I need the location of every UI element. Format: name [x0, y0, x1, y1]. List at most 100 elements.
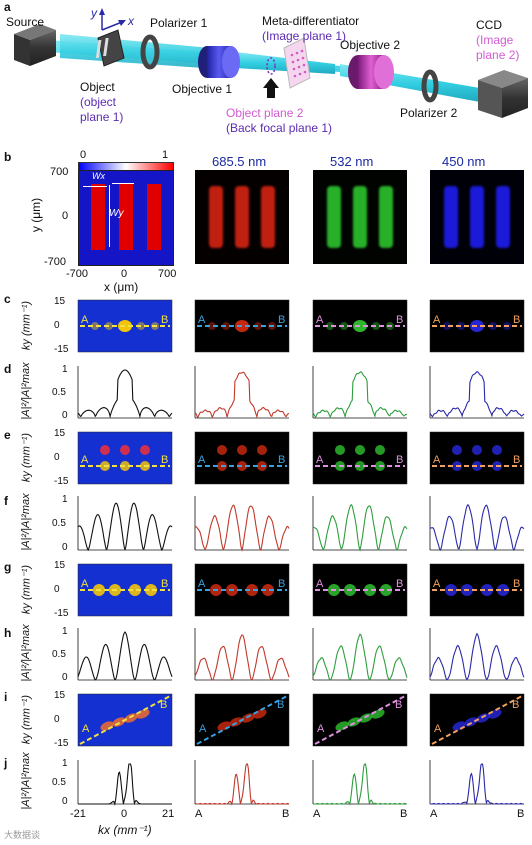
endpoint-b: B	[396, 578, 403, 590]
spot	[257, 445, 267, 455]
panel-label-e: e	[4, 428, 11, 442]
ky-tick: -15	[54, 344, 69, 355]
intensity-tick: 0	[62, 796, 68, 807]
endpoint-b: B	[277, 699, 284, 711]
intensity-tick: 0	[62, 542, 68, 553]
panel-label-j: j	[4, 756, 8, 770]
intensity-profile	[194, 634, 290, 681]
panel-label-c: c	[4, 292, 11, 306]
ky-tick: 15	[54, 428, 66, 439]
spot	[120, 445, 130, 455]
dashed-cut-line	[314, 695, 406, 745]
blue-bottom-b: B	[517, 808, 525, 820]
meta-differentiator-label: Meta-differentiator	[262, 14, 360, 28]
intensity-profile	[312, 763, 407, 806]
spot	[335, 445, 345, 455]
ky-tick: -15	[54, 738, 69, 749]
endpoint-b: B	[513, 314, 520, 326]
spot	[476, 713, 490, 723]
spot	[497, 584, 509, 596]
object-xtick-700: 700	[158, 268, 177, 280]
intensity-profile	[312, 504, 408, 552]
red-bottom-b: B	[282, 808, 290, 820]
green-bottom-a: A	[313, 808, 321, 820]
endpoint-a: A	[199, 723, 207, 735]
spot	[452, 445, 462, 455]
ccd-label: CCD	[476, 18, 502, 32]
intensity-profile	[429, 371, 525, 418]
intensity-profile	[429, 632, 525, 681]
endpoint-a: A	[81, 578, 89, 590]
ky-tick: 0	[54, 452, 60, 463]
spot	[492, 445, 502, 455]
ky-tick: 0	[54, 584, 60, 595]
kx-tick-21: 21	[162, 808, 175, 820]
object-plane-2-icon	[266, 57, 276, 75]
panel-label-h: h	[4, 626, 12, 640]
image-blue	[430, 170, 524, 264]
blue-bottom-a: A	[430, 808, 438, 820]
endpoint-a: A	[82, 723, 90, 735]
intensity-tick: 0.5	[52, 649, 66, 660]
endpoint-a: A	[198, 578, 206, 590]
spot	[359, 713, 373, 723]
panel-label-g: g	[4, 560, 12, 574]
spot	[237, 445, 247, 455]
object-ytick-0: 0	[62, 210, 69, 222]
ky-tick: 15	[54, 690, 66, 701]
endpoint-b: B	[278, 454, 285, 466]
endpoint-b: B	[161, 578, 168, 590]
panel-label-d: d	[4, 362, 12, 376]
endpoint-b: B	[396, 454, 403, 466]
endpoint-a: A	[316, 314, 324, 326]
intensity-profile	[194, 504, 290, 552]
spot	[380, 584, 392, 596]
image-e-2	[312, 431, 408, 485]
object-label: Object	[80, 80, 115, 94]
spot	[364, 584, 376, 596]
back-focal-plane-label: (Back focal plane 1)	[226, 121, 333, 135]
image-e-3	[429, 431, 525, 485]
source-label: Source	[6, 15, 45, 29]
spot	[91, 322, 99, 330]
red-bottom-a: A	[195, 808, 203, 820]
spot	[481, 584, 493, 596]
polarizer-2-label: Polarizer 2	[400, 106, 458, 120]
intensity-profile	[429, 763, 524, 806]
watermark: 大数据谈	[4, 830, 41, 840]
ky-tick: 0	[54, 320, 60, 331]
objective-2-label: Objective 2	[340, 38, 401, 52]
image-red	[195, 170, 289, 264]
endpoint-a: A	[316, 578, 324, 590]
spot	[246, 584, 258, 596]
intensity-profile	[312, 371, 408, 419]
object-wx-label: Wx	[92, 171, 105, 181]
endpoint-a: A	[198, 454, 206, 466]
endpoint-b: B	[513, 454, 520, 466]
endpoint-a: A	[433, 454, 441, 466]
intensity-profile	[312, 633, 408, 681]
image-e-0	[77, 431, 173, 485]
intensity-tick: 0.5	[52, 777, 66, 788]
colorbar-max: 1	[162, 149, 169, 161]
object-plane-1-label-line2: plane 1)	[80, 110, 124, 124]
wavelength-green: 532 nm	[330, 154, 374, 169]
endpoint-b: B	[396, 314, 403, 326]
polarizer-1-icon	[140, 34, 160, 70]
endpoint-b: B	[395, 699, 402, 711]
endpoint-a: A	[316, 454, 324, 466]
object-ytick-neg700: -700	[44, 256, 67, 268]
source-icon	[14, 24, 56, 66]
object-xtick-neg700: -700	[66, 268, 89, 280]
optical-setup-diagram	[14, 8, 528, 118]
spot	[241, 713, 255, 723]
intensity-profile	[195, 763, 290, 806]
endpoint-b: B	[161, 454, 168, 466]
ky-tick: -15	[54, 476, 69, 487]
axis-y-label: y	[91, 6, 97, 20]
spot	[140, 445, 150, 455]
image-green	[313, 170, 407, 264]
endpoint-a: A	[317, 723, 325, 735]
panel-label-a: a	[4, 0, 11, 14]
object-xtick-0: 0	[121, 268, 128, 280]
